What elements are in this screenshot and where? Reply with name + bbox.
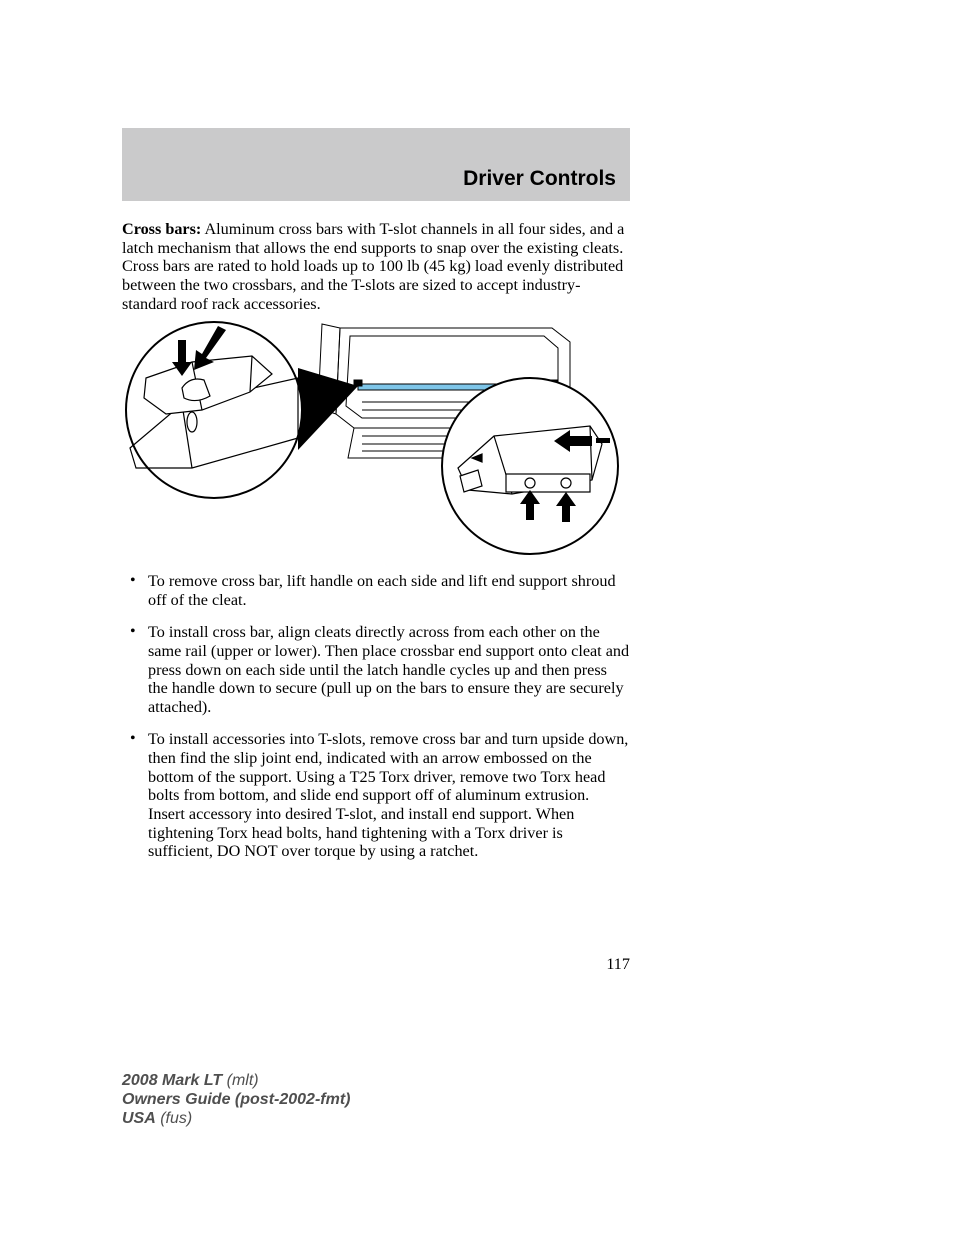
intro-paragraph: Cross bars: Aluminum cross bars with T-s… bbox=[122, 220, 630, 313]
section-header-band: Driver Controls bbox=[122, 128, 630, 201]
footer-line-2: Owners Guide (post-2002-fmt) bbox=[122, 1091, 350, 1110]
list-item: To remove cross bar, lift handle on each… bbox=[122, 572, 630, 609]
footer-model-code: (mlt) bbox=[222, 1072, 258, 1089]
list-item: To install accessories into T-slots, rem… bbox=[122, 730, 630, 860]
instruction-list: To remove cross bar, lift handle on each… bbox=[122, 572, 630, 875]
section-title: Driver Controls bbox=[463, 167, 616, 191]
list-item: To install cross bar, align cleats direc… bbox=[122, 623, 630, 716]
footer-block: 2008 Mark LT (mlt) Owners Guide (post-20… bbox=[122, 1072, 350, 1129]
footer-region: USA bbox=[122, 1110, 156, 1127]
footer-line-1: 2008 Mark LT (mlt) bbox=[122, 1072, 350, 1091]
page-number: 117 bbox=[122, 955, 630, 974]
crossbar-diagram bbox=[122, 318, 630, 563]
intro-lead: Cross bars: bbox=[122, 220, 201, 238]
footer-line-3: USA (fus) bbox=[122, 1110, 350, 1129]
footer-model: 2008 Mark LT bbox=[122, 1072, 222, 1089]
footer-region-code: (fus) bbox=[156, 1110, 192, 1127]
